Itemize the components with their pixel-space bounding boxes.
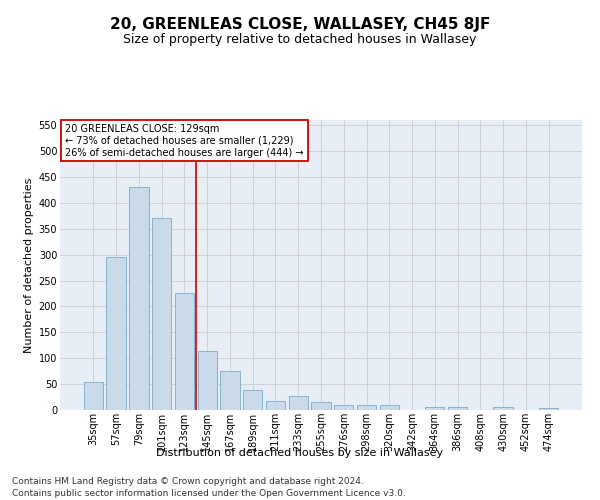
Bar (84, 382, 103, 410)
Text: Size of property relative to detached houses in Wallasey: Size of property relative to detached ho… (124, 32, 476, 46)
Text: Contains HM Land Registry data © Crown copyright and database right 2024.
Contai: Contains HM Land Registry data © Crown c… (12, 476, 406, 498)
Text: 20, GREENLEAS CLOSE, WALLASEY, CH45 8JF: 20, GREENLEAS CLOSE, WALLASEY, CH45 8JF (110, 18, 490, 32)
Bar (220, 371, 239, 410)
Bar (266, 401, 285, 410)
Bar (175, 294, 194, 410)
Bar (152, 218, 172, 410)
Bar (106, 257, 126, 410)
Bar (334, 405, 353, 410)
Bar (448, 408, 467, 410)
Bar (380, 405, 399, 410)
Bar (197, 352, 217, 410)
Bar (289, 396, 308, 410)
Bar (539, 408, 558, 410)
Y-axis label: Number of detached properties: Number of detached properties (25, 178, 34, 352)
Bar (129, 188, 149, 410)
Text: 20 GREENLEAS CLOSE: 129sqm
← 73% of detached houses are smaller (1,229)
26% of s: 20 GREENLEAS CLOSE: 129sqm ← 73% of deta… (65, 124, 304, 158)
Text: Distribution of detached houses by size in Wallasey: Distribution of detached houses by size … (157, 448, 443, 458)
Bar (425, 408, 445, 410)
Bar (493, 408, 513, 410)
Bar (311, 402, 331, 410)
Bar (357, 405, 376, 410)
Bar (243, 390, 262, 410)
